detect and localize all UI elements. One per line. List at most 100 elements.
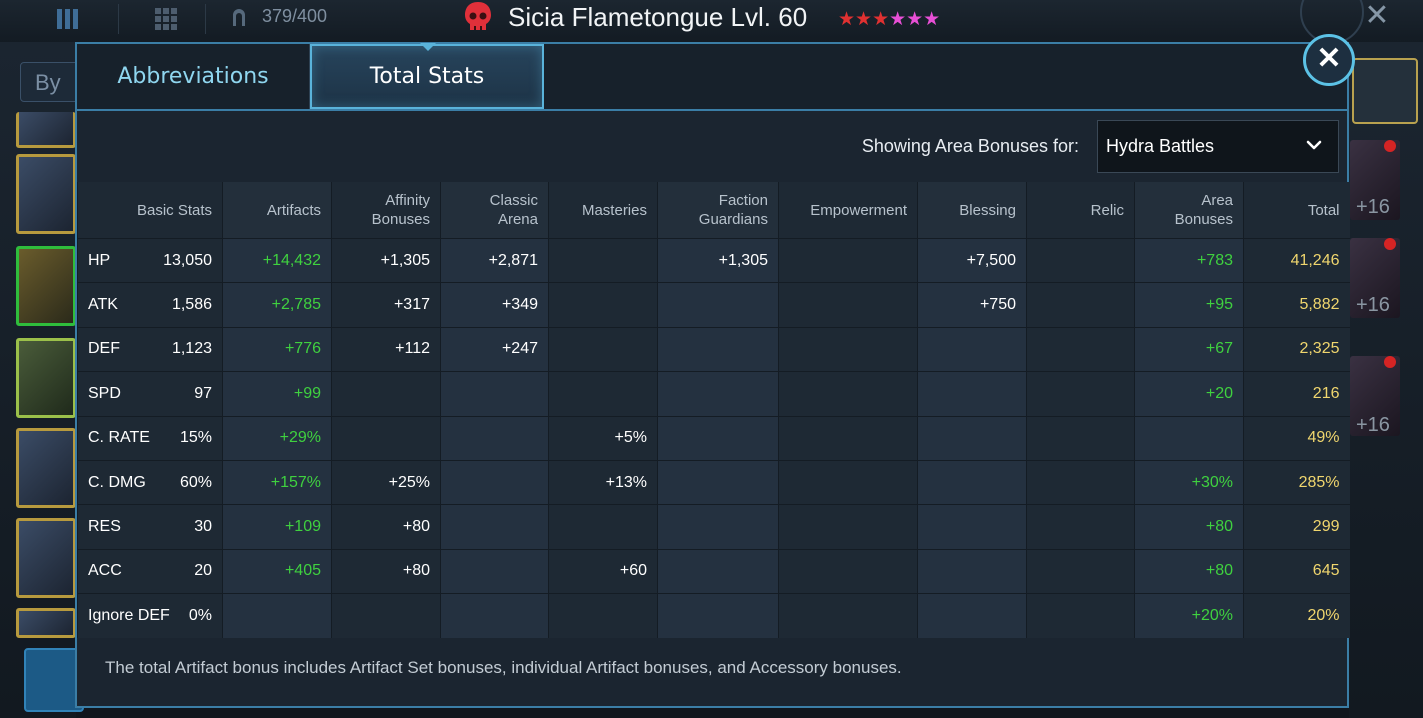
close-icon[interactable]: ✕	[1364, 0, 1390, 32]
artifacts-cell: +109	[222, 504, 332, 550]
basic-stat-cell: ACC 20	[77, 548, 223, 594]
chevron-down-icon	[1304, 135, 1324, 155]
empowerment-cell	[778, 371, 918, 417]
blessing-cell	[917, 548, 1027, 594]
table-row: SPD 97 +99 +20 216	[77, 371, 1350, 417]
hero-card[interactable]	[16, 112, 76, 148]
stats-table: Basic Stats Artifacts Affinity Bonuses C…	[77, 182, 1350, 638]
table-row: Ignore DEF 0% +20% 20%	[77, 593, 1350, 638]
hero-card[interactable]	[16, 428, 76, 508]
empowerment-cell	[778, 548, 918, 594]
empowerment-cell	[778, 504, 918, 550]
divider	[205, 4, 206, 34]
hero-card[interactable]	[16, 518, 76, 598]
stat-name: C. DMG	[88, 473, 146, 491]
area-cell	[1134, 415, 1244, 461]
blessing-cell	[917, 371, 1027, 417]
total-cell: 49%	[1243, 415, 1350, 461]
affinity-cell	[331, 593, 441, 638]
faction-cell	[657, 415, 779, 461]
energy-icon	[229, 8, 249, 28]
affinity-cell	[331, 371, 441, 417]
blessing-cell	[917, 593, 1027, 638]
arena-cell	[440, 415, 549, 461]
equipment-button[interactable]	[1352, 58, 1418, 124]
column-header: Relic	[1026, 182, 1135, 239]
hero-card[interactable]	[16, 246, 76, 326]
table-header-row: Basic Stats Artifacts Affinity Bonuses C…	[77, 182, 1350, 239]
column-header: Faction Guardians	[657, 182, 779, 239]
table-row: DEF 1,123 +776 +112 +247 +67 2,325	[77, 326, 1350, 372]
relic-cell	[1026, 459, 1135, 505]
faction-cell	[657, 548, 779, 594]
total-stats-modal: Abbreviations Total Stats Showing Area B…	[75, 42, 1350, 708]
grid-icon[interactable]	[152, 6, 180, 32]
tab-total-stats[interactable]: Total Stats	[310, 44, 544, 109]
basic-value: 1,586	[171, 296, 212, 314]
blessing-cell	[917, 504, 1027, 550]
hero-card[interactable]	[16, 154, 76, 234]
masteries-cell	[548, 593, 658, 638]
artifacts-cell: +99	[222, 371, 332, 417]
stat-name: Ignore DEF	[88, 606, 170, 624]
tab-bar: Abbreviations Total Stats	[77, 43, 1347, 111]
empowerment-cell	[778, 326, 918, 372]
tab-abbreviations[interactable]: Abbreviations	[77, 44, 310, 109]
basic-stat-cell: C. DMG 60%	[77, 459, 223, 505]
blessing-cell	[917, 459, 1027, 505]
stat-name: HP	[88, 251, 111, 269]
artifacts-cell: +2,785	[222, 282, 332, 328]
top-bar: 379/400 Sicia Flametongue Lvl. 60 ★★★★★★…	[0, 0, 1423, 44]
area-cell: +20	[1134, 371, 1244, 417]
area-cell: +20%	[1134, 593, 1244, 638]
faction-cell	[657, 504, 779, 550]
blessing-cell	[917, 415, 1027, 461]
area-cell: +30%	[1134, 459, 1244, 505]
empowerment-cell	[778, 415, 918, 461]
gem-icon	[1384, 356, 1396, 368]
area-cell: +80	[1134, 504, 1244, 550]
roster-button[interactable]	[24, 648, 84, 712]
arena-cell	[440, 371, 549, 417]
affinity-cell: +80	[331, 548, 441, 594]
artifact-level: +16	[1356, 294, 1390, 316]
basic-stat-cell: Ignore DEF 0%	[77, 593, 223, 638]
basic-stat-cell: ATK 1,586	[77, 282, 223, 328]
skull-icon	[462, 0, 494, 34]
stat-name: ATK	[88, 296, 118, 314]
artifact-level: +16	[1356, 414, 1390, 436]
arena-cell: +247	[440, 326, 549, 372]
area-cell: +80	[1134, 548, 1244, 594]
artifact-slot[interactable]	[1350, 238, 1400, 318]
hero-card[interactable]	[16, 608, 76, 638]
column-header: Basic Stats	[77, 182, 223, 239]
area-filter-label: Showing Area Bonuses for:	[861, 136, 1079, 156]
artifacts-cell: +29%	[222, 415, 332, 461]
relic-cell	[1026, 326, 1135, 372]
menu-icon[interactable]	[54, 6, 82, 32]
table-row: C. RATE 15% +29% +5% 49%	[77, 415, 1350, 461]
basic-value: 13,050	[163, 251, 212, 269]
area-cell: +67	[1134, 326, 1244, 372]
column-header: Area Bonuses	[1134, 182, 1244, 239]
column-header: Empowerment	[778, 182, 918, 239]
artifact-slot[interactable]	[1350, 356, 1400, 436]
basic-value: 15%	[179, 429, 212, 447]
energy-counter: 379/400	[262, 6, 328, 26]
area-bonus-select[interactable]: Hydra Battles	[1097, 120, 1339, 173]
artifacts-cell: +14,432	[222, 237, 332, 283]
sort-filter[interactable]: By F	[20, 62, 80, 135]
close-icon[interactable]: ✕	[1303, 34, 1355, 86]
table-row: RES 30 +109 +80 +80 299	[77, 504, 1350, 550]
blessing-cell: +7,500	[917, 237, 1027, 283]
affinity-cell: +1,305	[331, 237, 441, 283]
relic-cell	[1026, 504, 1135, 550]
hero-card[interactable]	[16, 338, 76, 418]
artifact-slot[interactable]	[1350, 140, 1400, 220]
relic-cell	[1026, 415, 1135, 461]
gem-icon	[1384, 238, 1396, 250]
total-cell: 285%	[1243, 459, 1350, 505]
table-row: C. DMG 60% +157% +25% +13% +30% 285%	[77, 459, 1350, 505]
affinity-cell: +80	[331, 504, 441, 550]
stat-name: ACC	[88, 562, 122, 580]
